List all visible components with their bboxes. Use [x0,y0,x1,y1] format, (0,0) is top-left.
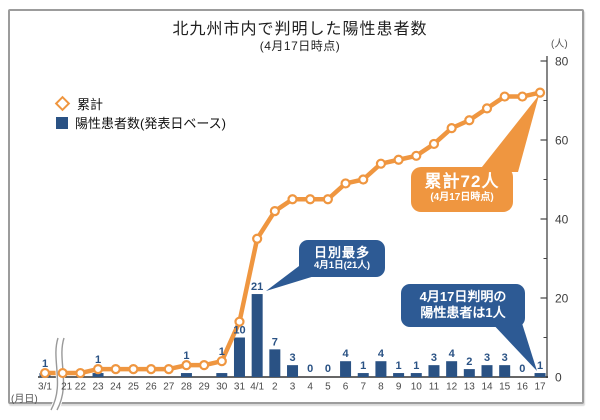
svg-text:1: 1 [413,360,419,372]
svg-text:8: 8 [378,382,384,393]
svg-text:7: 7 [360,382,366,393]
svg-text:21: 21 [61,382,73,393]
svg-text:15: 15 [499,382,511,393]
svg-text:17: 17 [534,382,546,393]
svg-text:4: 4 [378,348,385,360]
x-axis-unit-label: (月日) [11,394,38,405]
legend-label-cumulative: 累計 [77,97,104,112]
legend-label-daily: 陽性患者数(発表日ベース) [75,116,227,131]
callout-daily-max-detail: 4月1日(21人) [314,260,370,271]
x-tick-labels: 3/1 21 22 23 24 25 26 27 28 29 30 31 4/1 2 3 4 5 6 7 8 9 10 11… [38,382,546,393]
y-axis: 0 20 40 60 80 [540,55,569,385]
svg-text:3/1: 3/1 [38,382,52,393]
svg-text:10: 10 [233,325,245,337]
svg-text:2: 2 [272,382,278,393]
svg-text:3: 3 [502,352,508,364]
svg-text:9: 9 [396,382,402,393]
svg-text:5: 5 [325,382,331,393]
svg-text:1: 1 [537,360,543,372]
svg-text:21: 21 [251,281,263,293]
svg-text:24: 24 [110,382,122,393]
callout-cumulative-total: 累計72人 (4月17日時点) [411,167,513,212]
daily-bar-marker-icon [56,116,68,129]
svg-text:23: 23 [92,382,104,393]
chart-subtitle: (4月17日時点) [259,39,341,53]
callout-latest-line1: 4月17日判明の [419,289,507,304]
svg-text:11: 11 [429,382,440,393]
svg-text:4: 4 [307,382,313,393]
callout-tails [266,95,539,371]
svg-text:6: 6 [343,382,349,393]
svg-text:4: 4 [449,348,456,360]
callout-daily-max-title: 日別最多 [313,245,370,260]
svg-text:0: 0 [307,363,313,375]
svg-text:28: 28 [181,382,193,393]
svg-text:1: 1 [183,350,189,362]
svg-text:3: 3 [290,382,296,393]
svg-text:27: 27 [163,382,175,393]
svg-text:4/1: 4/1 [250,382,264,393]
svg-text:22: 22 [75,382,87,393]
svg-text:7: 7 [272,336,278,348]
svg-text:12: 12 [446,382,458,393]
svg-text:80: 80 [555,55,569,69]
callout-latest: 4月17日判明の 陽性患者は1人 [401,284,525,327]
svg-text:30: 30 [216,382,228,393]
svg-text:13: 13 [464,382,476,393]
legend-item-daily: 陽性患者数(発表日ベース) [56,113,226,132]
callout-total-value: 累計72人 [424,172,500,191]
svg-text:3: 3 [289,352,295,364]
callout-total-date: (4月17日時点) [430,192,494,203]
svg-text:1: 1 [360,360,366,372]
svg-text:2: 2 [466,356,472,368]
svg-text:1: 1 [42,358,48,370]
y-axis-unit-label: (人) [551,39,568,50]
svg-text:10: 10 [411,382,423,393]
svg-text:60: 60 [555,134,569,148]
svg-text:1: 1 [219,346,225,358]
callout-latest-line2: 陽性患者は1人 [420,305,506,320]
callout-daily-max: 日別最多 4月1日(21人) [299,240,385,277]
svg-text:0: 0 [555,371,562,385]
svg-text:0: 0 [325,363,331,375]
svg-text:1: 1 [95,354,101,366]
legend-item-cumulative: 累計 [54,94,226,113]
line-markers [39,87,546,379]
svg-text:0: 0 [519,363,525,375]
svg-text:14: 14 [481,382,493,393]
legend: 累計 陽性患者数(発表日ベース) [54,94,226,132]
svg-text:3: 3 [484,352,490,364]
svg-text:31: 31 [234,382,246,393]
svg-text:3: 3 [431,352,437,364]
svg-text:26: 26 [146,382,158,393]
svg-text:40: 40 [555,213,569,227]
svg-text:1: 1 [396,360,402,372]
chart-title: 北九州市内で判明した陽性患者数 [172,21,428,38]
svg-text:25: 25 [128,382,140,393]
svg-text:4: 4 [342,348,349,360]
svg-text:16: 16 [517,382,529,393]
svg-text:20: 20 [555,292,569,306]
cumulative-line-marker-icon [54,95,71,112]
cumulative-line [45,90,541,376]
svg-text:29: 29 [199,382,211,393]
bars [39,294,546,377]
